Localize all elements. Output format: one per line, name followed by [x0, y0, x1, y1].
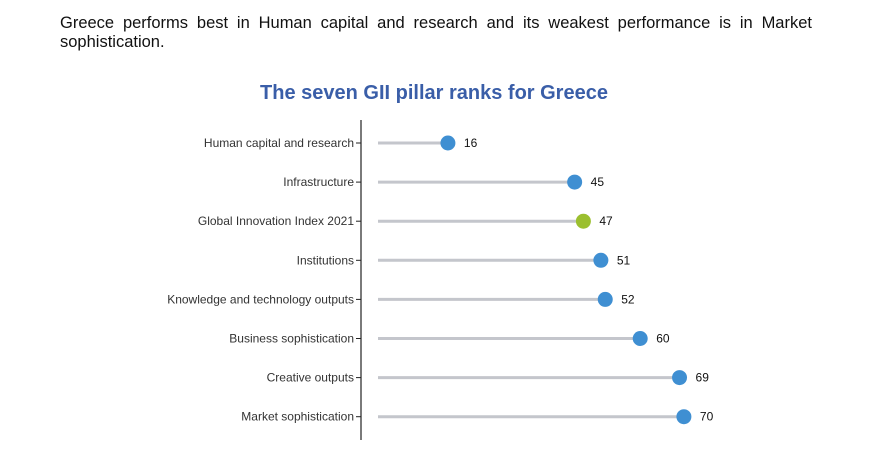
- category-label: Business sophistication: [229, 332, 354, 346]
- data-point: [672, 370, 688, 386]
- category-label: Market sophistication: [241, 410, 354, 424]
- value-label: 52: [621, 292, 635, 306]
- value-label: 51: [617, 253, 631, 267]
- category-label: Creative outputs: [267, 371, 354, 385]
- data-point: [593, 252, 609, 268]
- category-label: Institutions: [297, 253, 354, 267]
- highlight-point: [575, 213, 591, 229]
- value-label: 69: [696, 371, 710, 385]
- value-label: 45: [591, 175, 605, 189]
- intro-text: Greece performs best in Human capital an…: [60, 14, 812, 51]
- value-label: 70: [700, 410, 714, 424]
- chart-title: The seven GII pillar ranks for Greece: [260, 82, 608, 104]
- category-label: Knowledge and technology outputs: [167, 292, 354, 306]
- data-point: [567, 174, 583, 190]
- value-label: 60: [656, 332, 670, 346]
- category-label: Global Innovation Index 2021: [198, 214, 354, 228]
- value-label: 47: [599, 214, 613, 228]
- data-point: [440, 135, 456, 151]
- data-point: [676, 409, 692, 425]
- value-label: 16: [464, 136, 478, 150]
- category-label: Infrastructure: [283, 175, 354, 189]
- category-label: Human capital and research: [204, 136, 354, 150]
- data-point: [632, 331, 648, 346]
- data-point: [597, 291, 613, 307]
